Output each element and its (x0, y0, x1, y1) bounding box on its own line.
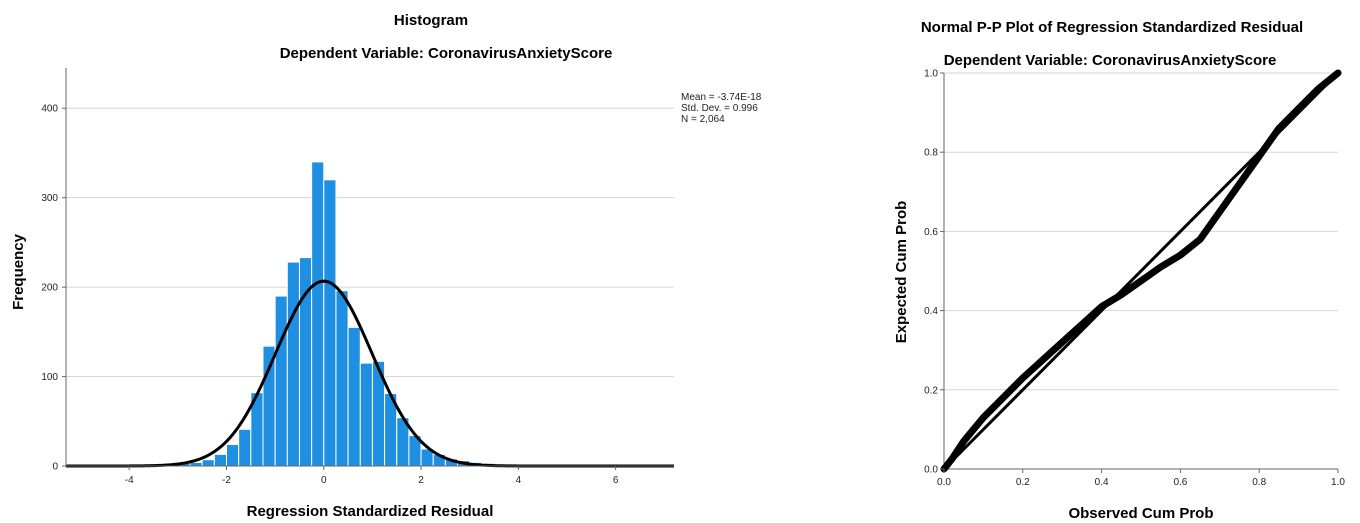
pp-plot-x-tick-label: 0.6 (1173, 477, 1187, 488)
pp-plot-x-tick-label: 0.8 (1252, 477, 1266, 488)
histogram-bar (286, 261, 300, 467)
histogram-bars (165, 161, 556, 467)
histogram-bar (274, 295, 288, 467)
histogram-y-tick-label: 100 (41, 372, 58, 383)
pp-plot-x-tick-label: 1.0 (1331, 477, 1345, 488)
histogram-bar (213, 453, 228, 467)
histogram-y-tick-label: 300 (41, 193, 58, 204)
histogram-y-axis-title: Frequency (10, 233, 27, 310)
pp-plot-y-tick-label: 0.2 (924, 385, 938, 396)
histogram-bar (347, 326, 361, 467)
histogram-x-tick-label: 0 (321, 475, 327, 486)
histogram-bar (262, 345, 276, 467)
histogram-bar (311, 161, 325, 467)
histogram-x-tick-label: 4 (516, 475, 522, 486)
pp-plot-x-tick-label: 0.4 (1095, 477, 1109, 488)
histogram-x-tick-label: 6 (613, 475, 619, 486)
histogram-x-axis-title: Regression Standardized Residual (247, 503, 494, 520)
histogram-subtitle: Dependent Variable: CoronavirusAnxietySc… (280, 45, 613, 62)
histogram-y-tick-label: 0 (52, 462, 58, 473)
pp-plot-x-tick-label: 0.2 (1016, 477, 1030, 488)
histogram-gridlines (66, 107, 674, 378)
pp-plot-title: Normal P-P Plot of Regression Standardiz… (921, 19, 1303, 36)
histogram-y-tick-label: 400 (41, 104, 58, 115)
histogram-bar (238, 428, 252, 467)
pp-plot-gridlines (944, 72, 1338, 391)
histogram-bar (323, 179, 337, 467)
pp-plot-x-tick-label: 0.0 (937, 477, 951, 488)
pp-plot-y-axis-title: Expected Cum Prob (893, 201, 910, 344)
pp-plot-subtitle: Dependent Variable: CoronavirusAnxietySc… (944, 52, 1277, 69)
pp-plot-y-tick-label: 1.0 (924, 69, 938, 80)
histogram-y-ticks: 0 100 200 300 400 (41, 104, 66, 473)
histogram-bar (335, 290, 349, 467)
histogram-bar (359, 362, 373, 467)
histogram-x-tick-label: -2 (222, 475, 231, 486)
pp-plot-x-axis-title: Observed Cum Prob (1068, 505, 1213, 522)
histogram-bar (226, 444, 240, 467)
pp-plot-y-ticks: 0.0 0.2 0.4 0.6 0.8 1.0 (924, 69, 944, 476)
histogram-y-tick-label: 200 (41, 283, 58, 294)
pp-plot-x-ticks: 0.0 0.2 0.4 0.6 0.8 1.0 (937, 469, 1345, 488)
histogram-stat-n: N = 2,064 (681, 114, 725, 125)
pp-plot-chart: Normal P-P Plot of Regression Standardiz… (893, 19, 1345, 522)
pp-plot-observed-line (940, 69, 1342, 473)
histogram-stat-sd: Std. Dev. = 0.996 (681, 103, 758, 114)
histogram-stats-box: Mean = -3.74E-18 Std. Dev. = 0.996 N = 2… (681, 92, 762, 125)
pp-plot-y-tick-label: 0.4 (924, 306, 938, 317)
pp-plot-y-tick-label: 0.0 (924, 465, 938, 476)
histogram-title: Histogram (394, 12, 468, 29)
histogram-x-ticks: -4 -2 0 2 4 6 (125, 466, 619, 486)
histogram-bar (201, 459, 215, 467)
histogram-x-tick-label: 2 (418, 475, 424, 486)
histogram-chart: Histogram Dependent Variable: Coronaviru… (10, 12, 762, 520)
pp-plot-y-tick-label: 0.6 (924, 227, 938, 238)
pp-plot-y-tick-label: 0.8 (924, 148, 938, 159)
histogram-stat-mean: Mean = -3.74E-18 (681, 92, 762, 103)
histogram-x-tick-label: -4 (125, 475, 134, 486)
